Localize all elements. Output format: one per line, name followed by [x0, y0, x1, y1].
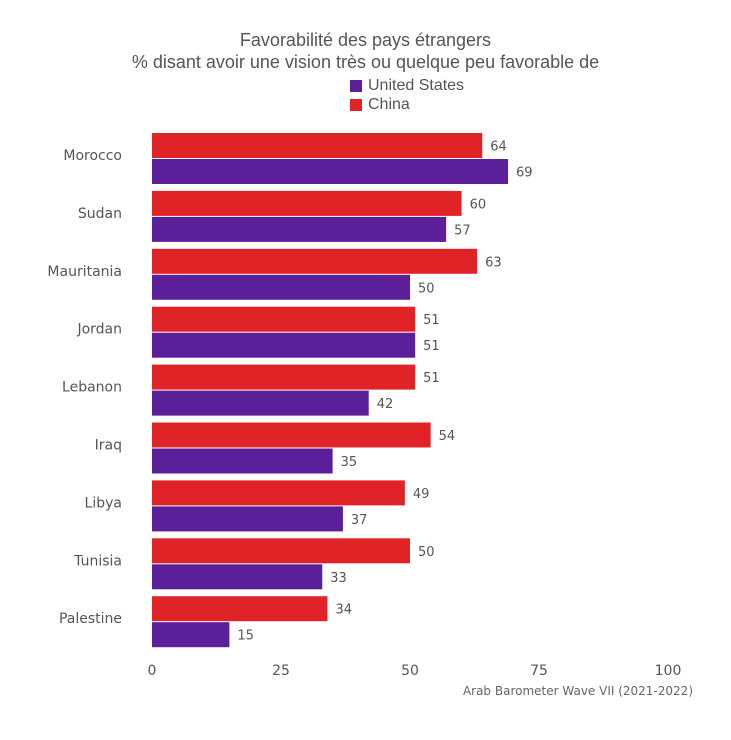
data-label-china-palestine: 34 [335, 603, 352, 618]
legend-label-china: China [368, 96, 410, 113]
bar-china-libya [152, 480, 405, 506]
x-tick-label-100: 100 [655, 663, 682, 679]
source-note: Arab Barometer Wave VII (2021-2022) [462, 684, 693, 698]
data-label-china-tunisia: 50 [418, 545, 435, 560]
category-label-sudan: Sudan [78, 206, 122, 222]
bar-united-states-mauritania [152, 274, 410, 300]
bar-china-jordan [152, 306, 416, 332]
data-label-china-sudan: 60 [470, 197, 487, 212]
bar-united-states-lebanon [152, 390, 369, 416]
legend-item-china: China [350, 96, 410, 114]
data-label-united-states-lebanon: 42 [377, 397, 394, 412]
category-label-iraq: Iraq [95, 438, 122, 454]
category-label-lebanon: Lebanon [62, 380, 122, 396]
data-label-china-libya: 49 [413, 487, 430, 502]
legend-swatch-china [350, 99, 362, 111]
data-label-united-states-morocco: 69 [516, 166, 533, 181]
bar-united-states-jordan [152, 332, 416, 358]
data-label-china-lebanon: 51 [423, 371, 440, 386]
bar-china-mauritania [152, 248, 478, 274]
bar-united-states-palestine [152, 622, 230, 648]
x-tick-label-0: 0 [148, 663, 157, 679]
data-label-china-jordan: 51 [423, 313, 440, 328]
category-label-jordan: Jordan [76, 322, 122, 338]
data-label-united-states-palestine: 15 [237, 629, 254, 644]
data-label-united-states-iraq: 35 [341, 455, 358, 470]
bar-united-states-sudan [152, 216, 447, 242]
legend-swatch-united-states [350, 80, 362, 92]
data-label-united-states-libya: 37 [351, 513, 368, 528]
bar-china-palestine [152, 596, 328, 622]
bar-china-lebanon [152, 364, 416, 390]
bar-china-sudan [152, 190, 462, 216]
category-label-morocco: Morocco [63, 148, 122, 164]
bar-united-states-tunisia [152, 564, 323, 590]
category-label-mauritania: Mauritania [47, 264, 122, 280]
category-label-libya: Libya [85, 495, 122, 511]
data-label-china-morocco: 64 [490, 140, 507, 155]
category-label-tunisia: Tunisia [73, 553, 122, 569]
legend-label-united-states: United States [368, 77, 465, 94]
data-label-china-mauritania: 63 [485, 255, 502, 270]
bar-united-states-morocco [152, 159, 509, 184]
data-label-united-states-tunisia: 33 [330, 571, 347, 586]
legend-item-united-states: United States [350, 77, 464, 95]
data-label-united-states-jordan: 51 [423, 339, 440, 354]
bar-china-morocco [152, 133, 483, 158]
data-label-united-states-mauritania: 50 [418, 281, 435, 296]
bar-china-iraq [152, 422, 431, 448]
x-tick-label-25: 25 [272, 663, 290, 679]
bar-united-states-libya [152, 506, 343, 532]
x-tick-label-75: 75 [530, 663, 548, 679]
chart-subtitle: % disant avoir une vision très ou quelqu… [131, 52, 600, 72]
x-tick-label-50: 50 [401, 663, 419, 679]
chart-title: Favorabilité des pays étrangers [239, 30, 492, 50]
category-label-palestine: Palestine [59, 611, 122, 627]
bar-united-states-iraq [152, 448, 333, 474]
data-label-united-states-sudan: 57 [454, 223, 471, 238]
data-label-china-iraq: 54 [439, 429, 456, 444]
bar-china-tunisia [152, 538, 410, 564]
